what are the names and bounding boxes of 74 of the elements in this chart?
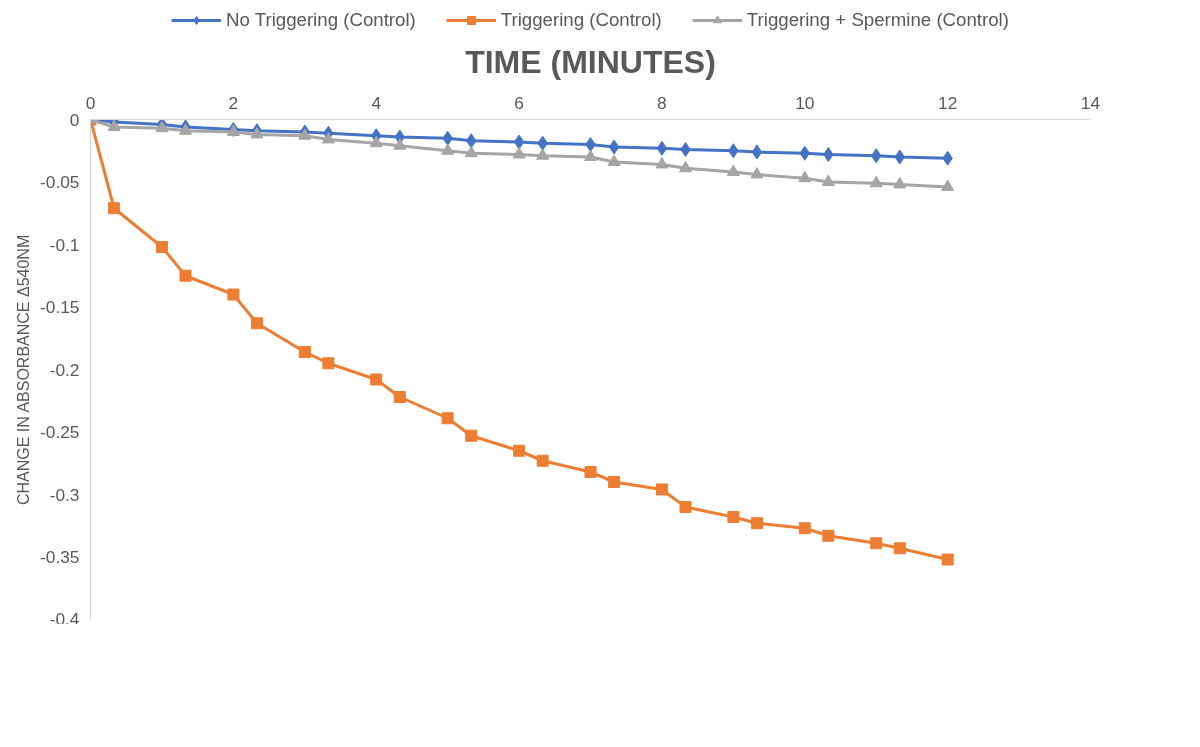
point bbox=[655, 483, 668, 496]
point bbox=[393, 138, 407, 150]
point bbox=[250, 317, 263, 330]
point bbox=[465, 429, 478, 442]
point bbox=[893, 177, 907, 189]
y-axis-title: CHANGE IN ABSORBANCE Δ540NM bbox=[15, 234, 32, 506]
point bbox=[750, 517, 763, 530]
x-tick-label: 12 bbox=[938, 92, 958, 113]
point bbox=[393, 391, 406, 403]
point bbox=[607, 154, 621, 166]
point bbox=[679, 160, 692, 173]
y-tick-label: -0.25 bbox=[40, 422, 80, 442]
x-tick-label: 6 bbox=[514, 92, 524, 113]
point bbox=[750, 167, 764, 179]
y-tick-label: -0.35 bbox=[40, 547, 80, 567]
point bbox=[798, 522, 811, 535]
point bbox=[680, 142, 691, 157]
y-tick-label: -0.15 bbox=[40, 297, 80, 317]
point bbox=[250, 127, 264, 139]
point bbox=[155, 241, 168, 253]
point bbox=[536, 454, 549, 467]
point bbox=[751, 144, 763, 160]
point bbox=[513, 444, 526, 457]
point bbox=[464, 145, 478, 158]
point bbox=[298, 346, 311, 358]
point bbox=[727, 511, 740, 523]
point bbox=[869, 175, 883, 188]
point bbox=[298, 128, 312, 140]
legend-label: Triggering (Control) bbox=[500, 9, 662, 31]
point bbox=[656, 140, 668, 156]
legend-label: Triggering + Spermine (Control) bbox=[746, 9, 1009, 31]
y-tick-label: -0.4 bbox=[49, 608, 80, 629]
point bbox=[322, 357, 335, 370]
point bbox=[798, 170, 812, 183]
point bbox=[823, 147, 834, 162]
point bbox=[584, 466, 597, 478]
point bbox=[941, 179, 955, 191]
point bbox=[608, 476, 621, 488]
point bbox=[536, 148, 550, 160]
point bbox=[369, 135, 383, 148]
point bbox=[512, 147, 526, 159]
point bbox=[679, 501, 692, 513]
x-axis-title: TIME (MINUTES) bbox=[465, 43, 716, 80]
x-tick-label: 2 bbox=[228, 92, 239, 113]
point bbox=[821, 174, 835, 186]
point bbox=[893, 542, 906, 555]
point bbox=[513, 134, 525, 150]
point bbox=[655, 157, 669, 169]
point bbox=[585, 137, 596, 152]
y-tick-label: -0.1 bbox=[49, 234, 80, 255]
point bbox=[370, 373, 383, 386]
legend-label: No Triggering (Control) bbox=[226, 9, 416, 31]
point bbox=[179, 123, 192, 135]
y-tick-label: 0 bbox=[69, 109, 80, 130]
point bbox=[726, 164, 740, 176]
point bbox=[941, 553, 954, 566]
point bbox=[584, 149, 597, 161]
y-tick-label: -0.3 bbox=[49, 484, 80, 505]
x-tick-label: 14 bbox=[1080, 92, 1101, 113]
y-tick-label: -0.05 bbox=[40, 172, 80, 192]
y-tick-label: -0.2 bbox=[49, 359, 80, 380]
point bbox=[227, 288, 240, 301]
point bbox=[179, 269, 192, 282]
point bbox=[441, 412, 454, 425]
x-tick-label: 4 bbox=[371, 92, 382, 113]
point bbox=[321, 132, 335, 144]
x-tick-label: 10 bbox=[795, 92, 815, 113]
x-tick-label: 8 bbox=[657, 92, 667, 113]
x-tick-label: 0 bbox=[85, 92, 96, 113]
point bbox=[441, 143, 455, 155]
point bbox=[108, 202, 121, 215]
point bbox=[870, 537, 883, 550]
point bbox=[608, 139, 620, 155]
point bbox=[822, 529, 835, 542]
